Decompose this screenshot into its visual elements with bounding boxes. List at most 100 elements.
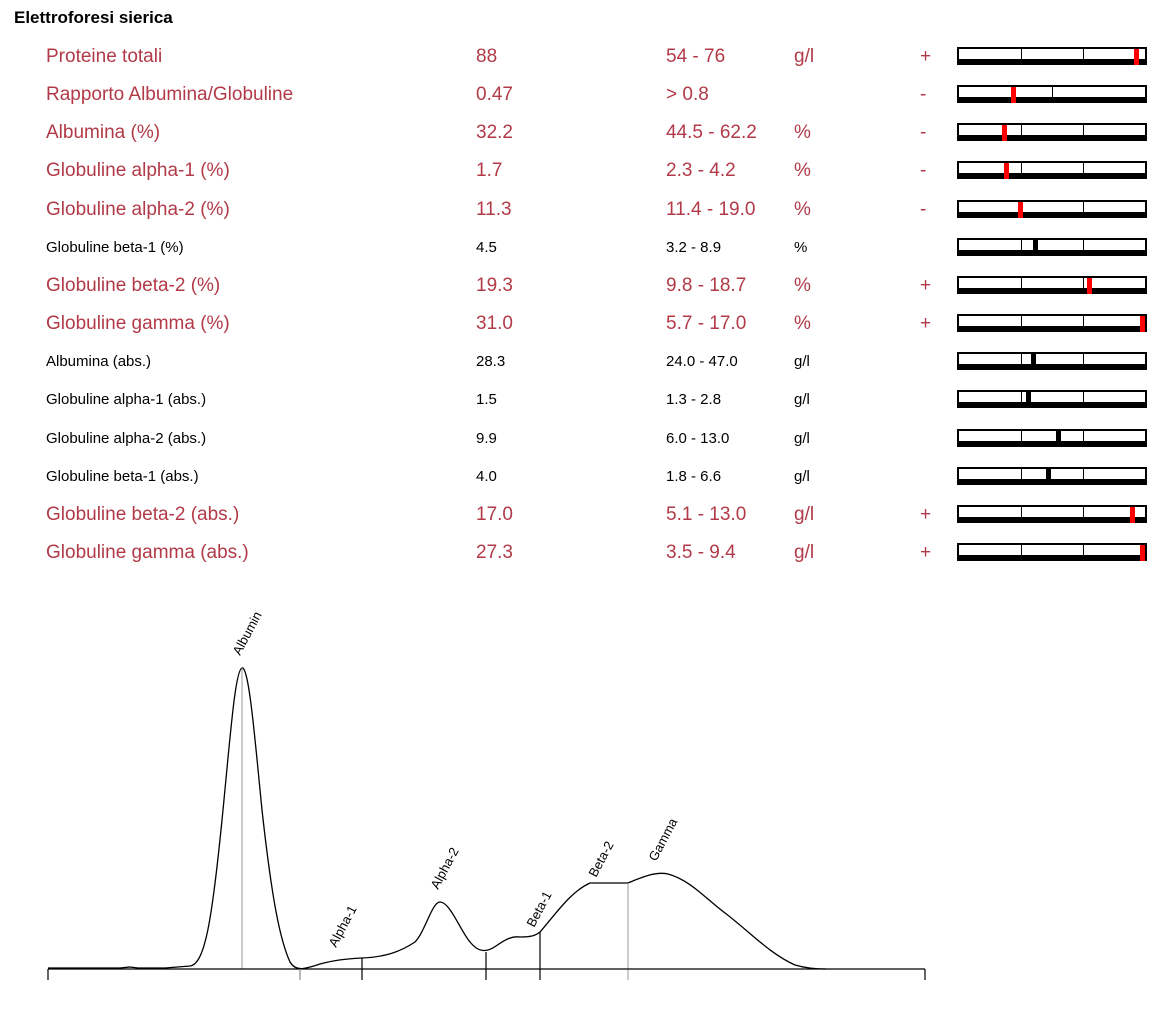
test-unit: % [794, 313, 811, 335]
test-value: 17.0 [476, 503, 513, 525]
test-unit: g/l [794, 353, 810, 371]
result-row: Proteine totali 88 54 - 76 g/l + [0, 38, 1170, 76]
range-bar-divider [1021, 49, 1022, 59]
test-value: 27.3 [476, 541, 513, 563]
result-row: Albumina (%) 32.2 44.5 - 62.2% - [0, 114, 1170, 152]
result-row: Globuline alpha-2 (%) 11.3 11.4 - 19.0% - [0, 191, 1170, 229]
test-name: Albumina (%) [46, 122, 161, 144]
range-bar [957, 542, 1147, 561]
range-bar [957, 123, 1147, 142]
range-bar [957, 352, 1147, 371]
test-name: Globuline alpha-2 (%) [46, 198, 230, 220]
test-value: 19.3 [476, 274, 513, 296]
range-bar-divider [1021, 544, 1022, 555]
test-name: Globuline alpha-1 (abs.) [46, 391, 207, 409]
test-unit: % [794, 198, 811, 220]
reference-range: 6.0 - 13.0 [666, 429, 730, 447]
value-marker [1133, 49, 1139, 65]
test-name: Globuline beta-1 (%) [46, 238, 184, 256]
reference-range: > 0.8 [666, 84, 709, 106]
range-bar-divider [1021, 239, 1022, 250]
reference-range: 5.7 - 17.0 [666, 313, 747, 335]
test-value: 31.0 [476, 313, 513, 335]
abnormal-flag: + [920, 274, 932, 296]
range-bar [957, 47, 1147, 65]
test-name: Albumina (abs.) [46, 353, 152, 371]
reference-range: 44.5 - 62.2 [666, 122, 757, 144]
test-value: 1.5 [476, 391, 497, 409]
test-value: 11.3 [476, 198, 512, 220]
reference-range: 5.1 - 13.0 [666, 503, 747, 525]
range-bar-divider [1052, 87, 1053, 98]
range-bar-divider [1021, 277, 1022, 288]
test-value: 1.7 [476, 160, 503, 182]
result-row: Rapporto Albumina/Globuline 0.47 > 0.8 - [0, 76, 1170, 114]
abnormal-flag: - [920, 198, 927, 220]
range-bar-divider [1021, 354, 1022, 365]
test-value: 32.2 [476, 122, 513, 144]
result-row: Globuline beta-1 (abs.) 4.0 1.8 - 6.6 g/l [0, 458, 1170, 496]
test-unit: % [794, 274, 811, 296]
abnormal-flag: + [920, 503, 932, 525]
electropherogram-chart: Albumin Alpha-1 Alpha-2 Beta-1 Beta-2 Ga… [47, 609, 926, 980]
electropherogram-curve [48, 667, 827, 970]
range-bar-divider [1021, 316, 1022, 327]
result-row: Globuline alpha-2 (abs.) 9.9 6.0 - 13.0 g/l [0, 420, 1170, 458]
test-name: Globuline alpha-2 (abs.) [46, 429, 207, 447]
test-name: Globuline gamma (%) [46, 313, 230, 335]
range-bar-divider [1021, 430, 1022, 441]
range-bar [957, 428, 1147, 447]
test-name: Globuline beta-2 (abs.) [46, 503, 240, 525]
reference-range: 3.5 - 9.4 [666, 541, 736, 563]
test-unit: g/l [794, 391, 810, 409]
test-value: 28.3 [476, 353, 506, 371]
result-row: Globuline beta-1 (%) 4.5 3.2 - 8.9% [0, 229, 1170, 267]
reference-range: 1.8 - 6.6 [666, 467, 722, 485]
range-bar-divider [1021, 506, 1022, 517]
test-unit: % [794, 160, 811, 182]
value-marker [1031, 354, 1037, 371]
test-unit: g/l [794, 46, 815, 67]
reference-range: 11.4 - 19.0 [666, 198, 756, 220]
result-row: Albumina (abs.) 28.3 24.0 - 47.0 g/l [0, 343, 1170, 381]
test-value: 9.9 [476, 429, 497, 447]
reference-range: 54 - 76 [666, 46, 726, 67]
result-row: Globuline alpha-1 (abs.) 1.5 1.3 - 2.8 g/l [0, 381, 1170, 419]
peak-label-gamma: Gamma [645, 815, 680, 864]
peak-label-beta2: Beta-2 [585, 839, 616, 880]
abnormal-flag: - [920, 84, 927, 106]
range-bar-divider [1083, 163, 1084, 174]
peak-label-beta1: Beta-1 [523, 889, 554, 930]
reference-range: 24.0 - 47.0 [666, 353, 738, 371]
test-unit: % [794, 122, 811, 144]
test-value: 4.0 [476, 467, 497, 485]
range-bar [957, 199, 1147, 218]
test-unit: g/l [794, 541, 815, 563]
test-name: Globuline beta-2 (%) [46, 274, 221, 296]
range-bar [957, 314, 1147, 333]
value-marker [1003, 163, 1009, 180]
value-marker [1010, 87, 1016, 104]
reference-range: 9.8 - 18.7 [666, 274, 747, 296]
abnormal-flag: - [920, 160, 927, 182]
reference-range: 1.3 - 2.8 [666, 391, 722, 409]
range-bar-divider [1021, 125, 1022, 136]
abnormal-flag: + [920, 541, 932, 563]
range-bar-divider [1083, 239, 1084, 250]
range-bar-divider [1083, 468, 1084, 479]
abnormal-flag: - [920, 122, 927, 144]
value-marker [1055, 430, 1061, 447]
test-unit: g/l [794, 503, 815, 525]
range-bar [957, 466, 1147, 485]
range-bar-divider [1021, 163, 1022, 174]
range-bar [957, 237, 1147, 256]
range-bar [957, 161, 1147, 180]
result-row: Globuline gamma (abs.) 27.3 3.5 - 9.4 g/l + [0, 534, 1170, 572]
value-marker [1001, 125, 1007, 142]
range-bar-divider [1083, 49, 1084, 59]
value-marker [1129, 506, 1135, 523]
test-name: Rapporto Albumina/Globuline [46, 84, 294, 106]
value-marker [1025, 392, 1031, 409]
range-bar [957, 390, 1147, 409]
result-row: Globuline gamma (%) 31.0 5.7 - 17.0% + [0, 305, 1170, 343]
